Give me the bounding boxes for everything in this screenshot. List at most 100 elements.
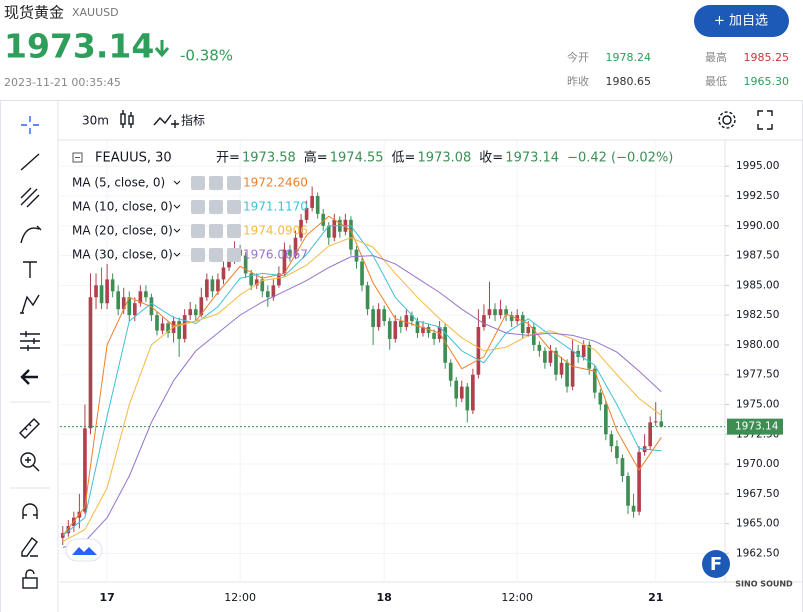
add-watch-button[interactable]: + 加自选 <box>694 5 789 37</box>
candle-body <box>371 309 375 328</box>
chevron <box>173 204 181 209</box>
candle-body <box>565 362 569 387</box>
candle-body <box>537 344 542 351</box>
fib-tool[interactable] <box>20 187 40 208</box>
candle-body <box>659 421 664 427</box>
candle-body <box>504 309 508 316</box>
candle-icon[interactable] <box>120 110 134 128</box>
ma-action <box>191 248 205 262</box>
candle-body <box>609 434 614 447</box>
candle-body <box>498 309 503 316</box>
y-tick-label: 1977.50 <box>736 369 779 381</box>
fullscreen-icon[interactable] <box>757 110 773 130</box>
candle-body <box>487 309 492 316</box>
y-tick-label: 1992.50 <box>736 190 779 202</box>
candle-body <box>570 350 575 387</box>
logo-mark <box>72 547 97 555</box>
candle-body <box>421 327 425 334</box>
candle-body <box>543 350 547 363</box>
candle-body <box>193 309 198 316</box>
candle-body <box>471 374 475 411</box>
candle-body <box>88 297 93 429</box>
last-price-label: 1973.14 <box>735 421 779 433</box>
ohlc-label: 收= <box>479 151 503 166</box>
interval[interactable]: 30m <box>82 114 109 128</box>
lock-tool[interactable] <box>22 569 38 589</box>
candle-body <box>132 303 137 316</box>
candle-body <box>526 327 531 334</box>
draw-lock-tool[interactable] <box>21 536 38 557</box>
zoom-tool[interactable] <box>20 452 40 472</box>
down-arrow <box>154 40 170 58</box>
change: −0.42 (−0.02%) <box>567 151 673 166</box>
line-tool[interactable] <box>20 153 40 171</box>
candle-body <box>149 297 154 316</box>
candle-body <box>66 526 71 534</box>
ma-action <box>209 224 223 238</box>
candle-body <box>188 309 193 316</box>
candle-body <box>282 249 287 274</box>
logo-badge <box>65 538 103 562</box>
candle-body <box>387 321 392 339</box>
stat-label: 最低 <box>705 75 727 88</box>
candle-body <box>354 249 359 262</box>
y-tick-label: 1987.50 <box>736 250 779 262</box>
candle-body <box>299 219 303 238</box>
candle-body <box>376 309 381 328</box>
ma-action <box>191 224 205 238</box>
candle-body <box>110 279 115 292</box>
candle-body <box>410 315 414 322</box>
indicators[interactable]: 指标 <box>181 113 205 128</box>
settings-icon[interactable] <box>718 111 736 129</box>
candle-body <box>321 213 326 226</box>
candle-body <box>365 285 370 310</box>
candle-body <box>249 273 254 286</box>
title: 现货黄金 <box>4 4 64 22</box>
back-tool[interactable] <box>20 369 38 385</box>
candle-body <box>515 315 520 322</box>
ma-line <box>62 225 662 536</box>
pattern-tool[interactable] <box>20 294 40 314</box>
ma-action <box>209 176 223 190</box>
chevron <box>173 180 181 185</box>
candle-body <box>592 368 597 393</box>
candle-body <box>315 195 320 214</box>
stat-value: 1965.30 <box>744 75 790 88</box>
candle-body <box>160 323 165 331</box>
ma-action <box>227 224 241 238</box>
button-label[interactable]: + 加自选 <box>714 14 768 29</box>
ohlc-value: 1973.58 <box>242 151 296 166</box>
candle-body <box>493 309 497 316</box>
ma-line <box>62 255 662 548</box>
magnet-tool[interactable] <box>22 503 38 519</box>
text-tool[interactable] <box>23 261 37 278</box>
timestamp: 2023-11-21 00:35:45 <box>4 76 121 89</box>
candle-body <box>293 237 298 256</box>
candle-body <box>326 225 331 238</box>
ma-name: MA (30, close, 0) <box>72 248 173 262</box>
ma-value: 1971.1170 <box>243 200 308 214</box>
indicator-icon[interactable] <box>153 114 179 128</box>
cross-tool[interactable] <box>21 116 39 134</box>
measure-tool[interactable] <box>20 331 40 351</box>
ohlc-label: 低= <box>392 151 416 166</box>
candle-body <box>349 219 353 250</box>
candle-body <box>398 321 403 328</box>
candle-body <box>360 261 364 286</box>
candle-body <box>559 362 564 375</box>
ohlc-value: 1973.14 <box>505 151 559 166</box>
button-bg[interactable] <box>694 5 789 37</box>
ruler-tool[interactable] <box>19 418 40 439</box>
brush-tool[interactable] <box>20 225 42 244</box>
candle-body <box>482 315 486 328</box>
plot: 1962.501965.001967.501970.001972.501975.… <box>60 140 783 604</box>
candle-body <box>554 350 558 375</box>
candle-body <box>116 291 121 310</box>
brand-letter: F <box>710 554 722 575</box>
y-tick-label: 1980.00 <box>736 339 779 351</box>
candle-body <box>155 315 159 331</box>
last-price-tag <box>727 418 783 435</box>
y-tick-label: 1985.00 <box>736 279 779 291</box>
candle-body <box>631 505 636 512</box>
candle-body <box>144 291 148 298</box>
